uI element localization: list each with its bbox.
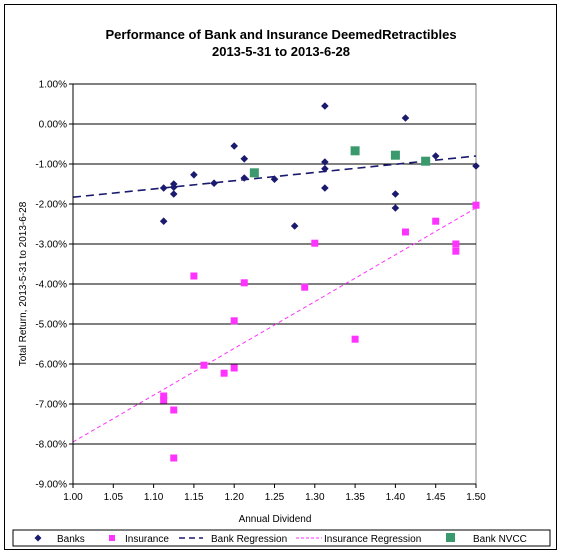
legend-bank-regression-label: Bank Regression <box>211 534 287 545</box>
legend-bank-nvcc-label: Bank NVCC <box>473 534 527 545</box>
point-banks <box>210 179 218 187</box>
y-tick-label: -9.00% <box>35 480 67 491</box>
point-insurance <box>301 283 309 291</box>
point-banks <box>240 174 249 182</box>
point-insurance <box>452 240 460 248</box>
legend-banks-label: Banks <box>57 534 85 545</box>
legend-insurance-marker <box>109 535 115 541</box>
legend: Banks Insurance Bank Regression Insuranc… <box>12 529 551 547</box>
x-tick-label: 1.40 <box>386 492 406 503</box>
point-insurance <box>452 247 460 255</box>
point-insurance <box>160 396 168 404</box>
y-tick-label: 1.00% <box>39 80 67 91</box>
point-insurance <box>311 239 319 247</box>
chart-title: Performance of Bank and Insurance Deemed… <box>105 27 456 42</box>
point-banks <box>290 222 299 230</box>
point-insurance <box>170 454 178 462</box>
point-banks <box>190 171 198 179</box>
x-axis-label: Annual Dividend <box>239 514 312 525</box>
y-tick-label: -6.00% <box>35 360 67 371</box>
y-tick-label: -2.00% <box>35 200 67 211</box>
x-tick-label: 1.25 <box>265 492 285 503</box>
point-banks <box>401 114 410 122</box>
point-banks <box>321 184 329 192</box>
point-insurance <box>230 364 238 372</box>
point-banks <box>431 152 440 160</box>
x-tick-label: 1.05 <box>104 492 124 503</box>
x-tick-label: 1.45 <box>426 492 446 503</box>
chart-subtitle: 2013-5-31 to 2013-6-28 <box>212 44 350 59</box>
x-tick-label: 1.00 <box>63 492 83 503</box>
point-insurance <box>200 361 208 369</box>
point-insurance <box>472 201 480 209</box>
legend-insurance-regression-label: Insurance Regression <box>324 534 421 545</box>
point-banks <box>391 204 400 212</box>
point-bank-nvcc <box>350 146 360 156</box>
point-insurance <box>401 228 409 236</box>
legend-banks-marker <box>34 534 42 542</box>
point-banks <box>159 217 168 225</box>
y-tick-label: -1.00% <box>35 160 67 171</box>
y-tick-label: -8.00% <box>35 440 67 451</box>
point-bank-nvcc <box>249 168 259 178</box>
point-insurance <box>160 392 168 400</box>
y-tick-label: -3.00% <box>35 240 67 251</box>
legend-box <box>12 529 551 547</box>
y-tick-label: 0.00% <box>39 120 67 131</box>
x-tick-label: 1.35 <box>345 492 365 503</box>
point-banks <box>270 175 279 183</box>
regression-line-insurance-regression <box>72 207 477 443</box>
point-banks <box>321 102 329 110</box>
legend-bank-nvcc-marker <box>446 533 455 542</box>
grid-lines <box>73 83 476 485</box>
y-tick-label: -4.00% <box>35 280 67 291</box>
point-insurance <box>432 217 440 225</box>
point-banks <box>472 162 480 170</box>
point-banks <box>240 155 249 163</box>
point-insurance <box>220 369 228 377</box>
point-banks <box>169 183 178 191</box>
point-insurance <box>230 317 238 325</box>
y-axis-ticks: 1.00% 0.00% -1.00% -2.00% -3.00% -4.00% -5.00%… <box>35 80 73 491</box>
point-banks <box>321 165 329 173</box>
x-tick-label: 1.15 <box>184 492 204 503</box>
x-axis-ticks: 1.00 1.05 1.10 1.15 1.20 1.25 1.30 1.35 1.40 1.45… <box>63 484 486 503</box>
x-tick-label: 1.50 <box>466 492 486 503</box>
point-insurance <box>190 272 198 280</box>
point-banks <box>159 184 168 192</box>
data-points <box>159 102 480 462</box>
x-tick-label: 1.30 <box>305 492 325 503</box>
point-insurance <box>351 335 359 343</box>
point-banks <box>169 190 178 198</box>
y-tick-label: -7.00% <box>35 400 67 411</box>
point-banks <box>391 190 400 198</box>
x-tick-label: 1.20 <box>224 492 244 503</box>
y-tick-label: -5.00% <box>35 320 67 331</box>
legend-insurance-label: Insurance <box>125 534 169 545</box>
point-insurance <box>170 406 178 414</box>
x-tick-label: 1.10 <box>144 492 164 503</box>
point-bank-nvcc <box>421 156 431 166</box>
point-banks <box>321 158 329 166</box>
point-banks <box>230 142 238 150</box>
y-axis-label: Total Return, 2013-5-31 to 2013-6-28 <box>18 201 29 366</box>
point-insurance <box>240 279 248 287</box>
point-bank-nvcc <box>390 150 400 160</box>
